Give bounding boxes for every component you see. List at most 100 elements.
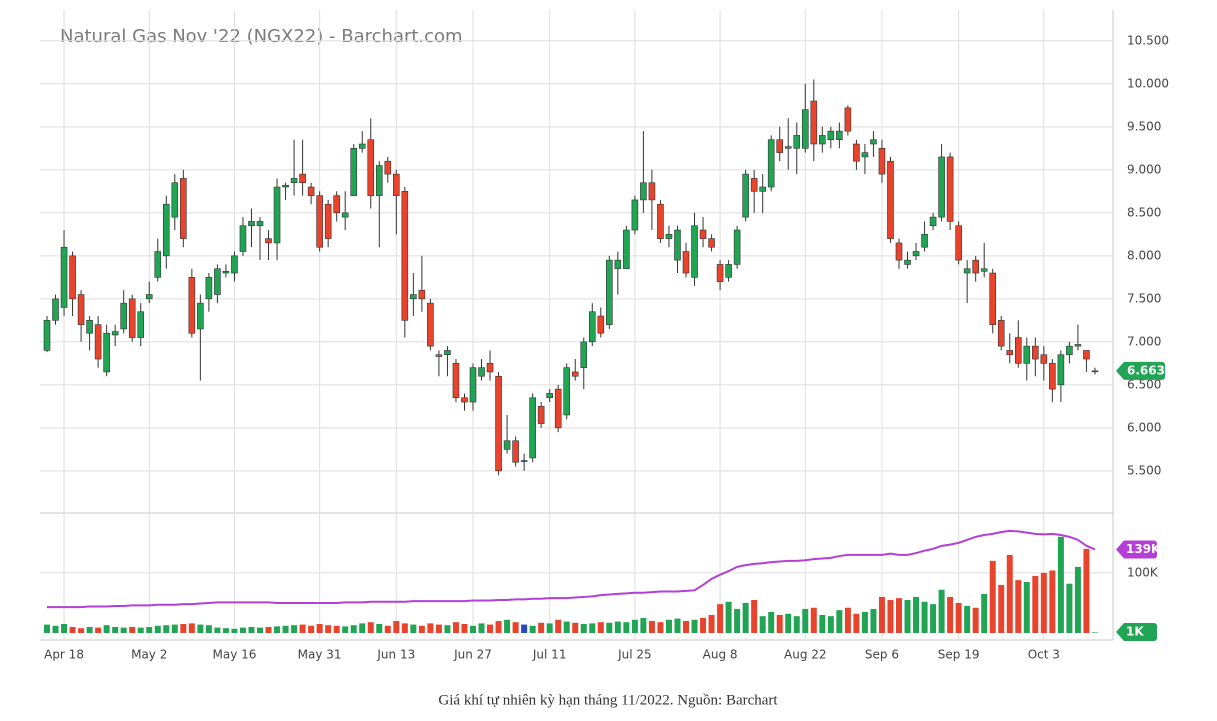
- candle-body: [265, 238, 272, 244]
- value-tag: [1116, 540, 1157, 559]
- candle-body: [69, 255, 76, 300]
- candle-body: [299, 173, 306, 184]
- y-tick-label: 100K: [1127, 565, 1159, 579]
- volume-bar: [657, 622, 664, 633]
- volume-bar: [555, 619, 562, 633]
- volume-bar: [989, 560, 996, 633]
- candle-body: [1066, 345, 1073, 356]
- volume-bar: [342, 626, 349, 633]
- candle-body: [427, 302, 434, 347]
- value-tag-label: 1K: [1126, 625, 1144, 639]
- volume-bar: [930, 604, 937, 633]
- x-tick-label: May 31: [298, 648, 342, 662]
- candle-body: [393, 173, 400, 196]
- volume-bar: [52, 625, 59, 633]
- volume-bar: [563, 621, 570, 633]
- volume-bar: [529, 625, 536, 633]
- price-tag: [1116, 361, 1165, 380]
- candle-body: [767, 139, 775, 188]
- candle-body: [946, 156, 954, 222]
- volume-bar: [103, 625, 110, 633]
- candle-body: [878, 148, 886, 175]
- volume-bar: [512, 622, 519, 633]
- candle-body: [801, 109, 809, 149]
- candle-body: [333, 195, 340, 214]
- candle-body: [929, 216, 937, 227]
- volume-bar: [112, 626, 119, 633]
- volume-bar: [793, 616, 800, 633]
- volume-bar: [504, 619, 511, 633]
- volume-bar: [683, 620, 689, 633]
- candle-body: [810, 100, 818, 145]
- volume-bar: [597, 622, 604, 633]
- volume-bar: [708, 614, 715, 633]
- volume-bar: [853, 613, 860, 633]
- value-tag-label: 139K: [1126, 542, 1161, 556]
- volume-bar: [78, 628, 85, 633]
- candle-body: [1032, 345, 1039, 360]
- candle-body: [435, 354, 443, 357]
- volume-bar: [580, 623, 587, 633]
- candle-body: [716, 264, 724, 282]
- volume-bar: [282, 625, 289, 633]
- volume-bar: [401, 623, 408, 633]
- volume-bar: [606, 622, 613, 633]
- open-interest-line: [47, 529, 1096, 609]
- candle-body: [938, 156, 945, 218]
- chart-title: Natural Gas Nov '22 (NGX22) - Barchart.c…: [60, 26, 463, 47]
- y-tick-label: 10.500: [1127, 33, 1169, 47]
- candle-body: [546, 393, 553, 399]
- y-tick-label: 6.000: [1127, 420, 1161, 434]
- y-tick-label: 5.500: [1127, 463, 1161, 477]
- volume-bar: [325, 625, 332, 633]
- candle-body: [222, 271, 230, 274]
- candle-body: [665, 234, 673, 239]
- volume-bar: [1074, 566, 1081, 633]
- x-tick-label: Sep 19: [938, 648, 980, 662]
- candle-body: [324, 203, 332, 239]
- volume-bar: [257, 627, 263, 633]
- volume-bar: [759, 616, 766, 633]
- candle-body: [52, 298, 59, 321]
- volume-bar: [444, 625, 451, 633]
- candle-body: [793, 135, 801, 149]
- candle-body: [162, 203, 170, 257]
- candle-body: [733, 229, 741, 265]
- x-tick-label: Apr 18: [44, 648, 84, 662]
- x-tick-label: Aug 22: [784, 648, 827, 662]
- volume-bar: [904, 599, 911, 633]
- volume-bar: [648, 620, 655, 633]
- volume-bar: [640, 617, 647, 633]
- candle-body: [997, 320, 1005, 347]
- candle-body: [597, 315, 605, 334]
- volume-bar: [410, 624, 417, 633]
- candle-body: [341, 212, 349, 218]
- candle-body: [316, 195, 323, 248]
- volume-bar: [1091, 632, 1098, 633]
- candle-body: [358, 143, 366, 149]
- volume-bar: [631, 619, 638, 633]
- volume-bar: [623, 622, 630, 633]
- candle-body: [861, 152, 869, 158]
- volume-bar: [359, 623, 366, 633]
- candle-body: [963, 268, 971, 274]
- volume-bar: [188, 623, 195, 633]
- candle-body: [742, 173, 749, 218]
- candle-body: [520, 460, 528, 462]
- y-tick-label: 9.500: [1127, 119, 1161, 133]
- candle-body: [384, 160, 392, 175]
- volume-bar: [44, 624, 50, 633]
- candle-body: [154, 251, 162, 278]
- candle-body: [452, 363, 460, 399]
- volume-bar: [137, 627, 144, 633]
- volume-bar: [870, 608, 877, 633]
- candle-body: [231, 255, 238, 274]
- candle-body: [145, 294, 153, 300]
- volume-bar: [308, 625, 315, 633]
- candle-body: [640, 182, 647, 201]
- y-tick-label: 10.000: [1127, 76, 1169, 90]
- volume-bar: [435, 624, 442, 633]
- candle-body: [870, 139, 877, 145]
